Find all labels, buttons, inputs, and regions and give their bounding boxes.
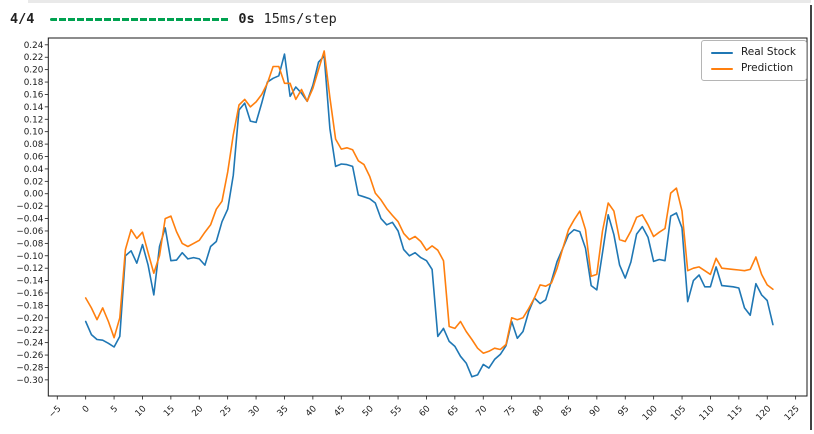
legend-entry-real-stock: Real Stock [710, 46, 796, 58]
legend-line-sample-prediction [710, 67, 733, 70]
svg-text:0.16: 0.16 [24, 90, 44, 100]
progress-bar [50, 17, 231, 21]
svg-text:85: 85 [560, 404, 575, 419]
svg-text:5: 5 [109, 404, 120, 415]
cell-top-border [28, 0, 811, 3]
svg-text:55: 55 [389, 404, 404, 419]
svg-text:0.08: 0.08 [24, 140, 44, 150]
svg-text:−0.06: −0.06 [16, 227, 43, 237]
svg-text:−0.02: −0.02 [16, 202, 43, 212]
svg-text:−0.24: −0.24 [16, 339, 43, 349]
svg-text:0.20: 0.20 [24, 66, 44, 76]
svg-text:0.04: 0.04 [24, 165, 44, 175]
svg-text:−0.22: −0.22 [16, 326, 43, 336]
svg-text:0.02: 0.02 [24, 177, 44, 187]
svg-text:0.06: 0.06 [24, 153, 44, 163]
svg-text:15: 15 [162, 404, 177, 419]
svg-text:−0.20: −0.20 [16, 314, 43, 324]
svg-text:−5: −5 [47, 404, 63, 420]
svg-text:110: 110 [698, 404, 717, 423]
legend-entry-prediction: Prediction [710, 62, 796, 74]
legend-line-sample-real-stock [710, 51, 733, 54]
svg-text:0.24: 0.24 [24, 41, 44, 51]
svg-text:35: 35 [276, 404, 291, 419]
progress-step-count: 4/4 [10, 11, 35, 27]
svg-text:65: 65 [446, 404, 461, 419]
svg-text:10: 10 [134, 404, 149, 419]
svg-text:70: 70 [474, 404, 489, 419]
window-right-edge [810, 5, 812, 430]
svg-text:−0.18: −0.18 [16, 301, 43, 311]
svg-text:−0.26: −0.26 [16, 351, 43, 361]
svg-text:20: 20 [190, 404, 205, 419]
svg-text:120: 120 [754, 404, 773, 423]
chart-area: 0.24 0.22 0.20 0.18 0.16 0.14 0.12 0.10 0.08 0.06… [0, 30, 814, 430]
svg-text:−0.10: −0.10 [16, 252, 43, 262]
svg-text:−0.14: −0.14 [16, 277, 43, 287]
svg-text:95: 95 [616, 404, 631, 419]
progress-time: 0s [238, 11, 255, 27]
svg-text:30: 30 [247, 404, 262, 419]
chart-legend: Real Stock Prediction [700, 40, 807, 81]
svg-text:25: 25 [219, 404, 234, 419]
svg-text:−0.30: −0.30 [16, 376, 43, 386]
svg-text:−0.12: −0.12 [16, 264, 43, 274]
progress-rate: 15ms/step [263, 11, 337, 27]
svg-text:100: 100 [641, 404, 660, 423]
svg-text:−0.08: −0.08 [16, 239, 43, 249]
svg-text:45: 45 [332, 404, 347, 419]
svg-text:40: 40 [304, 404, 319, 419]
svg-text:105: 105 [669, 404, 688, 423]
svg-text:60: 60 [418, 404, 433, 419]
svg-text:115: 115 [726, 404, 745, 423]
svg-text:−0.16: −0.16 [16, 289, 43, 299]
svg-text:125: 125 [783, 404, 802, 423]
svg-text:75: 75 [503, 404, 518, 419]
legend-label-real-stock: Real Stock [740, 46, 796, 58]
svg-text:0.10: 0.10 [24, 128, 44, 138]
stock-chart: 0.24 0.22 0.20 0.18 0.16 0.14 0.12 0.10 0.08 0.06… [16, 37, 808, 423]
svg-text:−0.28: −0.28 [16, 363, 43, 373]
svg-text:−0.04: −0.04 [16, 215, 43, 225]
svg-text:90: 90 [588, 404, 603, 419]
legend-label-prediction: Prediction [740, 62, 794, 74]
svg-text:0.22: 0.22 [24, 53, 44, 63]
svg-text:50: 50 [361, 404, 376, 419]
svg-text:0: 0 [81, 404, 92, 415]
svg-text:80: 80 [531, 404, 546, 419]
svg-text:0.18: 0.18 [24, 78, 44, 88]
svg-text:0.14: 0.14 [24, 103, 44, 113]
training-progress-row: 4/4 0s 15ms/step [0, 0, 814, 31]
svg-text:0.00: 0.00 [24, 190, 44, 200]
svg-text:0.12: 0.12 [24, 115, 44, 125]
